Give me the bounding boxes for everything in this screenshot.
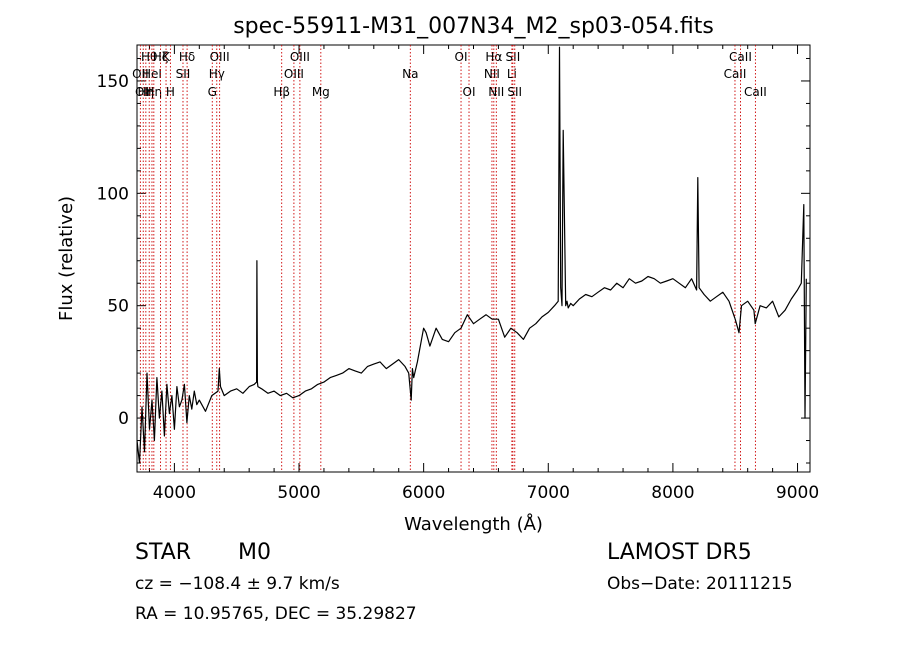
x-axis-label: Wavelength (Å) — [404, 513, 543, 535]
line-marker-label: Na — [402, 67, 418, 81]
line-marker-label: CaII — [744, 85, 767, 99]
line-marker-label: Hζ — [153, 50, 169, 64]
x-tick-label: 9000 — [776, 483, 819, 503]
y-tick-label: 100 — [97, 184, 129, 204]
observation-date: Obs−Date: 20111215 — [607, 574, 793, 594]
x-tick-label: 5000 — [277, 483, 320, 503]
y-axis-label: Flux (relative) — [56, 196, 77, 321]
plot-frame — [136, 44, 811, 473]
line-marker-label: Hη — [138, 85, 155, 99]
line-marker-label: OII — [135, 85, 152, 99]
y-tick-label: 0 — [118, 409, 129, 429]
spectrum-line — [136, 46, 807, 464]
line-marker-label: Hθ — [141, 50, 157, 64]
y-tick-label: 150 — [97, 72, 129, 92]
line-marker-label: CaII — [729, 50, 752, 64]
line-marker-label: Mg — [312, 85, 330, 99]
object-class: STAR — [135, 540, 192, 565]
line-marker-label: K — [162, 50, 171, 64]
line-marker-label: SII — [176, 67, 191, 81]
survey-label: LAMOST DR5 — [607, 540, 752, 565]
line-marker-label: NII — [488, 85, 504, 99]
chart-title: spec-55911-M31_007N34_M2_sp03-054.fits — [233, 14, 714, 39]
x-tick-label: 8000 — [651, 483, 694, 503]
x-tick-label: 4000 — [153, 483, 196, 503]
y-tick-label: 50 — [107, 297, 129, 317]
line-marker-label: OIII — [210, 50, 230, 64]
line-marker-label: NII — [484, 67, 500, 81]
x-tick-label: 7000 — [527, 483, 570, 503]
line-marker-label: Hβ — [273, 85, 290, 99]
line-marker-label: OI — [455, 50, 468, 64]
line-marker-label: HeI — [142, 67, 162, 81]
line-marker-label: OII — [132, 67, 149, 81]
line-marker-label: Hγ — [209, 67, 225, 81]
line-marker-label: Li — [507, 67, 517, 81]
line-marker-label: Hα — [485, 50, 502, 64]
line-marker-label: SII — [506, 50, 521, 64]
line-marker-label: G — [208, 85, 217, 99]
x-tick-label: 6000 — [402, 483, 445, 503]
line-marker-label: Hη — [146, 85, 163, 99]
line-marker-label: H — [166, 85, 175, 99]
line-marker-label: CaII — [724, 67, 747, 81]
redshift-velocity: cz = −108.4 ± 9.7 km/s — [135, 574, 340, 594]
line-marker-label: OIII — [290, 50, 310, 64]
line-marker-label: OIII — [284, 67, 304, 81]
line-marker-label: Hδ — [179, 50, 195, 64]
coordinates: RA = 10.95765, DEC = 35.29827 — [135, 604, 417, 624]
object-subclass: M0 — [238, 540, 271, 565]
line-marker-label: SII — [507, 85, 522, 99]
line-marker-label: OI — [463, 85, 476, 99]
